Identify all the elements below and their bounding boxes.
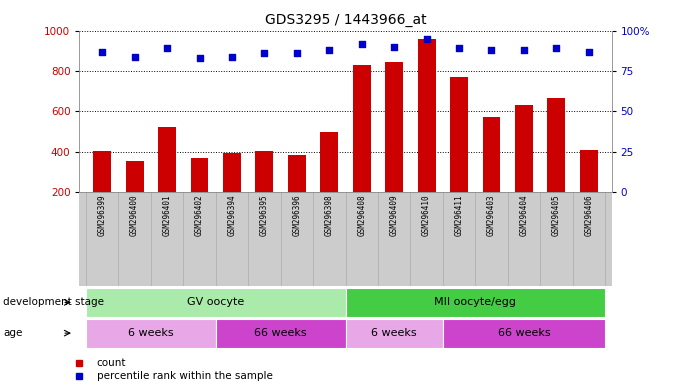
- Text: development stage: development stage: [3, 297, 104, 308]
- Text: GSM296405: GSM296405: [552, 195, 561, 237]
- Bar: [321, 131, 338, 232]
- Bar: [158, 127, 176, 232]
- Bar: [288, 155, 305, 232]
- Bar: [126, 161, 144, 232]
- Bar: [353, 65, 370, 232]
- Point: [194, 55, 205, 61]
- Bar: [191, 158, 209, 232]
- Point: [583, 49, 594, 55]
- Text: GSM296408: GSM296408: [357, 195, 366, 237]
- Text: age: age: [3, 328, 23, 338]
- Text: GV oocyte: GV oocyte: [187, 297, 245, 308]
- Bar: [547, 98, 565, 232]
- Text: GSM296401: GSM296401: [162, 195, 171, 237]
- Bar: [86, 288, 346, 317]
- Point: [324, 47, 335, 53]
- Bar: [223, 153, 241, 232]
- Text: GSM296394: GSM296394: [227, 195, 236, 237]
- Text: GSM296395: GSM296395: [260, 195, 269, 237]
- Bar: [515, 105, 533, 232]
- Text: GSM296399: GSM296399: [97, 195, 106, 237]
- Point: [162, 45, 173, 51]
- Text: GSM296411: GSM296411: [455, 195, 464, 237]
- Point: [551, 45, 562, 51]
- Point: [518, 47, 529, 53]
- Bar: [450, 77, 468, 232]
- Text: GSM296403: GSM296403: [487, 195, 496, 237]
- Point: [292, 50, 303, 56]
- Bar: [216, 319, 346, 348]
- Point: [129, 53, 140, 60]
- Point: [97, 49, 108, 55]
- Bar: [443, 319, 605, 348]
- Text: 66 weeks: 66 weeks: [498, 328, 550, 338]
- Point: [259, 50, 270, 56]
- Text: MII oocyte/egg: MII oocyte/egg: [434, 297, 516, 308]
- Title: GDS3295 / 1443966_at: GDS3295 / 1443966_at: [265, 13, 426, 27]
- Text: GSM296398: GSM296398: [325, 195, 334, 237]
- Text: GSM296406: GSM296406: [585, 195, 594, 237]
- Point: [453, 45, 464, 51]
- Point: [486, 47, 497, 53]
- Bar: [93, 151, 111, 232]
- Bar: [256, 151, 274, 232]
- Bar: [386, 62, 403, 232]
- Text: count: count: [97, 358, 126, 368]
- Point: [421, 36, 432, 42]
- Text: 6 weeks: 6 weeks: [371, 328, 417, 338]
- Bar: [580, 150, 598, 232]
- Text: 66 weeks: 66 weeks: [254, 328, 307, 338]
- Text: 6 weeks: 6 weeks: [128, 328, 173, 338]
- Bar: [346, 288, 605, 317]
- Text: GSM296404: GSM296404: [520, 195, 529, 237]
- Text: GSM296400: GSM296400: [130, 195, 139, 237]
- Text: GSM296396: GSM296396: [292, 195, 301, 237]
- Text: GSM296410: GSM296410: [422, 195, 431, 237]
- Bar: [86, 319, 216, 348]
- Bar: [417, 39, 435, 232]
- Text: GSM296409: GSM296409: [390, 195, 399, 237]
- Text: GSM296402: GSM296402: [195, 195, 204, 237]
- Point: [388, 44, 399, 50]
- Point: [356, 41, 367, 47]
- Text: percentile rank within the sample: percentile rank within the sample: [97, 371, 273, 381]
- Bar: [346, 319, 443, 348]
- Bar: [482, 118, 500, 232]
- Point: [227, 53, 238, 60]
